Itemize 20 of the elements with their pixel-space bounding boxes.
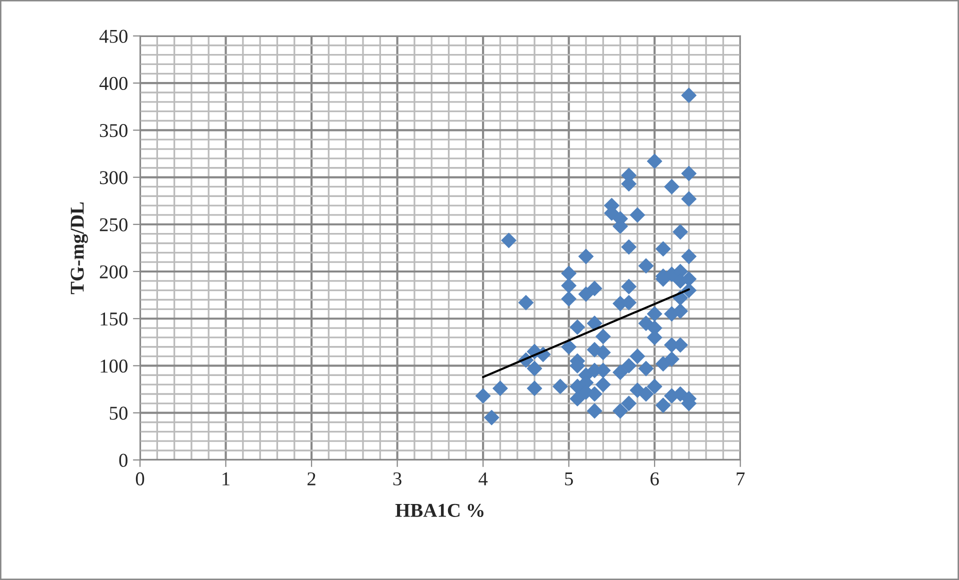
x-axis-title: HBA1C % [395, 504, 484, 518]
y-tick-label: 200 [100, 265, 128, 278]
x-tick-label: 1 [222, 472, 230, 486]
x-tick-label: 5 [565, 472, 573, 486]
y-tick-label: 0 [119, 454, 128, 467]
y-tick-label: 50 [110, 406, 128, 420]
x-tick-label: 6 [650, 472, 659, 486]
x-tick-label: 7 [736, 472, 745, 486]
y-tick-label: 400 [99, 76, 128, 90]
y-tick-label: 450 [99, 30, 128, 43]
y-tick-label: 300 [100, 171, 128, 184]
y-tick-label: 100 [100, 360, 128, 373]
y-tick-label: 350 [100, 124, 128, 138]
x-tick-label: 0 [136, 472, 144, 486]
x-tick-label: 2 [308, 472, 316, 486]
y-tick-label: 250 [100, 218, 128, 232]
y-axis-title: TG-mg/DL [70, 202, 88, 294]
x-tick-label: 4 [478, 472, 488, 486]
x-tick-label: 3 [393, 472, 402, 486]
y-tick-label: 150 [100, 312, 128, 326]
